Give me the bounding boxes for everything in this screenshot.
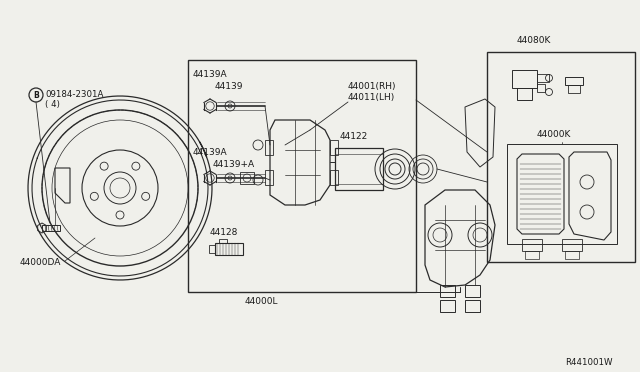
Text: 44000L: 44000L — [245, 297, 278, 306]
Bar — [517, 88, 532, 100]
Bar — [487, 52, 635, 262]
Bar — [265, 140, 273, 155]
Bar — [465, 285, 480, 297]
Bar — [219, 239, 227, 243]
Text: ( 4): ( 4) — [45, 100, 60, 109]
Bar — [537, 74, 549, 82]
Bar — [537, 84, 545, 92]
Text: 44000K: 44000K — [537, 130, 572, 139]
Bar — [565, 77, 583, 85]
Bar — [335, 148, 383, 190]
Bar — [440, 285, 455, 297]
Bar — [240, 172, 254, 184]
Text: 44011(LH): 44011(LH) — [348, 93, 396, 102]
Text: 44139A: 44139A — [193, 70, 228, 79]
Text: 09184-2301A: 09184-2301A — [45, 90, 104, 99]
Bar — [330, 170, 338, 185]
Text: 44128: 44128 — [210, 228, 238, 237]
Bar — [562, 239, 582, 251]
Text: R441001W: R441001W — [565, 358, 612, 367]
Bar — [465, 300, 480, 312]
Text: 44139+A: 44139+A — [213, 160, 255, 169]
Bar — [265, 170, 273, 185]
Text: 44080K: 44080K — [517, 36, 552, 45]
Bar — [568, 85, 580, 93]
Bar — [330, 140, 338, 155]
Text: B: B — [33, 90, 39, 99]
Text: 44122: 44122 — [340, 132, 368, 141]
Bar — [440, 300, 455, 312]
Bar — [512, 70, 537, 88]
Text: 44000DA: 44000DA — [20, 258, 61, 267]
Bar — [525, 251, 539, 259]
Text: 44139: 44139 — [215, 82, 243, 91]
Bar — [209, 245, 215, 253]
Bar — [507, 144, 617, 244]
Bar — [42, 225, 60, 231]
Text: 44139A: 44139A — [193, 148, 228, 157]
Bar — [565, 251, 579, 259]
Bar — [215, 243, 243, 255]
Bar — [522, 239, 542, 251]
Text: 44001(RH): 44001(RH) — [348, 82, 397, 91]
Bar — [188, 60, 416, 292]
